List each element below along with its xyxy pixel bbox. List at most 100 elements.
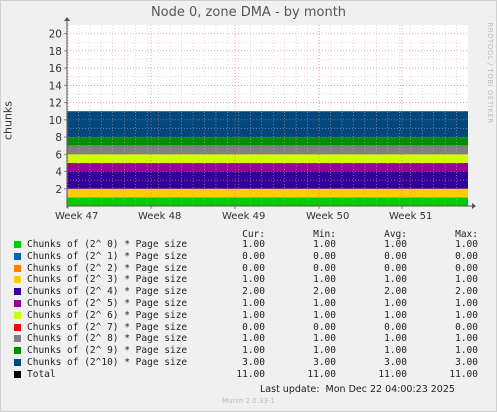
x-tick-label: Week 49	[222, 211, 265, 222]
legend-value-min: 3.00	[313, 357, 336, 368]
area-series-10	[67, 111, 468, 138]
x-tick-label: Week 51	[389, 211, 432, 222]
area-series-0	[67, 197, 468, 206]
legend-value-cur: 1.00	[242, 333, 265, 345]
area-series-6	[67, 154, 468, 163]
legend-label: Total	[27, 368, 56, 380]
legend-value-max: 1.00	[455, 345, 478, 357]
legend-row: Chunks of (2^ 6) * Page size 1.00 1.00 1.00…	[0, 310, 497, 322]
legend-value-min: 0.00	[313, 321, 336, 333]
area-series-5	[67, 162, 468, 172]
legend-value-avg: 1.00	[384, 333, 407, 345]
legend-value-cur: 11.00	[236, 368, 265, 380]
legend-swatch	[14, 264, 21, 272]
legend-value-max: 0.00	[455, 321, 478, 333]
legend-label: Chunks of (2^ 0) * Page size	[27, 239, 188, 250]
y-axis-arrow	[64, 17, 70, 21]
legend-value-cur: 3.00	[242, 357, 265, 368]
legend-swatch	[14, 359, 21, 366]
legend-value-max: 1.00	[455, 274, 478, 286]
legend-header-cur: Cur:	[242, 229, 265, 240]
legend-value-avg: 1.00	[384, 239, 407, 250]
y-tick-label: 14	[49, 80, 63, 92]
legend-header-max: Max:	[455, 229, 478, 240]
legend-label: Chunks of (2^ 8) * Page size	[27, 333, 188, 345]
y-tick-label: 12	[49, 98, 62, 110]
legend-row: Chunks of (2^ 5) * Page size 1.00 1.00 1.00…	[0, 298, 497, 310]
legend-swatch	[14, 347, 21, 355]
legend-value-min: 11.00	[307, 368, 336, 380]
legend-value-min: 1.00	[313, 345, 336, 357]
legend-value-avg: 1.00	[384, 298, 407, 309]
legend-label: Chunks of (2^ 5) * Page size	[27, 298, 188, 309]
legend-value-cur: 2.00	[242, 286, 265, 298]
chart-title: Node 0, zone DMA - by month	[150, 5, 347, 20]
legend-value-min: 1.00	[313, 333, 336, 345]
legend-label: Chunks of (2^ 9) * Page size	[27, 345, 188, 357]
legend-row: Chunks of (2^ 9) * Page size 1.00 1.00 1.00…	[0, 345, 497, 357]
legend-value-avg: 2.00	[384, 286, 407, 298]
legend-value-cur: 0.00	[242, 321, 265, 333]
legend-value-min: 0.00	[313, 250, 336, 262]
legend-swatch	[14, 311, 21, 319]
legend-swatch	[14, 252, 21, 260]
legend-value-avg: 1.00	[384, 345, 407, 357]
legend-swatch	[14, 335, 21, 343]
legend-swatch	[14, 276, 21, 284]
legend-value-min: 1.00	[313, 298, 336, 309]
legend-label: Chunks of (2^ 2) * Page size	[27, 262, 188, 274]
legend-swatch	[14, 323, 21, 331]
y-tick-label: 8	[55, 132, 62, 144]
legend-header-avg: Avg:	[384, 229, 407, 240]
legend-label: Chunks of (2^ 7) * Page size	[27, 321, 188, 333]
legend-value-avg: 0.00	[384, 262, 407, 274]
legend-value-avg: 0.00	[384, 321, 407, 333]
x-axis-arrow	[472, 203, 476, 209]
x-tick-label: Week 48	[138, 211, 181, 222]
legend-value-max: 1.00	[455, 333, 478, 345]
last-update: Last update: Mon Dec 22 04:00:23 2025	[260, 384, 455, 395]
legend-swatch	[14, 241, 21, 248]
legend-swatch	[14, 300, 21, 307]
legend-row: Total 11.00 11.00 11.00 11.00	[0, 369, 497, 381]
y-tick-label: 10	[49, 115, 62, 127]
legend-value-avg: 1.00	[384, 274, 407, 286]
legend-row: Chunks of (2^ 3) * Page size 1.00 1.00 1.00…	[0, 274, 497, 286]
y-tick-label: 6	[55, 149, 62, 161]
legend-row: Chunks of (2^ 4) * Page size 2.00 2.00 2.00…	[0, 286, 497, 298]
x-tick-label: Week 50	[306, 211, 349, 222]
legend-value-cur: 1.00	[242, 298, 265, 309]
y-tick-label: 2	[55, 184, 62, 196]
legend-row: Chunks of (2^ 1) * Page size 0.00 0.00 0.00…	[0, 251, 497, 263]
legend-value-cur: 0.00	[242, 250, 265, 262]
legend-value-max: 2.00	[455, 286, 478, 298]
legend-value-min: 1.00	[313, 309, 336, 321]
legend-value-avg: 3.00	[384, 357, 407, 368]
legend-value-cur: 1.00	[242, 239, 265, 250]
legend-label: Chunks of (2^ 4) * Page size	[27, 286, 188, 298]
legend-row: Chunks of (2^ 2) * Page size 0.00 0.00 0.00…	[0, 263, 497, 275]
legend-value-cur: 1.00	[242, 274, 265, 286]
legend-swatch	[14, 288, 21, 296]
munin-version: Munin 2.0.33-1	[222, 397, 275, 405]
legend-row: Chunks of (2^ 8) * Page size 1.00 1.00 1.00…	[0, 333, 497, 345]
chart-svg: 2 4 6 8 10 12 14 16 18 20 Week 47 Week 48 Week 49 Wee…	[49, 17, 476, 222]
legend-label: Chunks of (2^ 3) * Page size	[27, 274, 188, 286]
x-tick-label: Week 47	[55, 211, 98, 222]
legend-value-max: 1.00	[455, 239, 478, 250]
legend-value-max: 0.00	[455, 262, 478, 274]
legend-value-avg: 0.00	[384, 250, 407, 262]
legend-label: Chunks of (2^ 6) * Page size	[27, 309, 188, 321]
legend-value-avg: 11.00	[378, 368, 407, 380]
legend-value-max: 1.00	[455, 309, 478, 321]
legend-value-min: 0.00	[313, 262, 336, 274]
y-tick-label: 4	[55, 167, 62, 179]
legend-swatch	[14, 370, 21, 378]
y-tick-label: 18	[49, 46, 62, 58]
legend-label: Chunks of (2^10) * Page size	[27, 357, 188, 368]
legend-value-cur: 0.00	[242, 262, 265, 274]
legend-row: Chunks of (2^ 0) * Page size 1.00 1.00 1.00…	[0, 239, 497, 251]
legend-value-max: 3.00	[455, 357, 478, 368]
y-tick-label: 16	[49, 63, 63, 75]
legend-value-cur: 1.00	[242, 345, 265, 357]
